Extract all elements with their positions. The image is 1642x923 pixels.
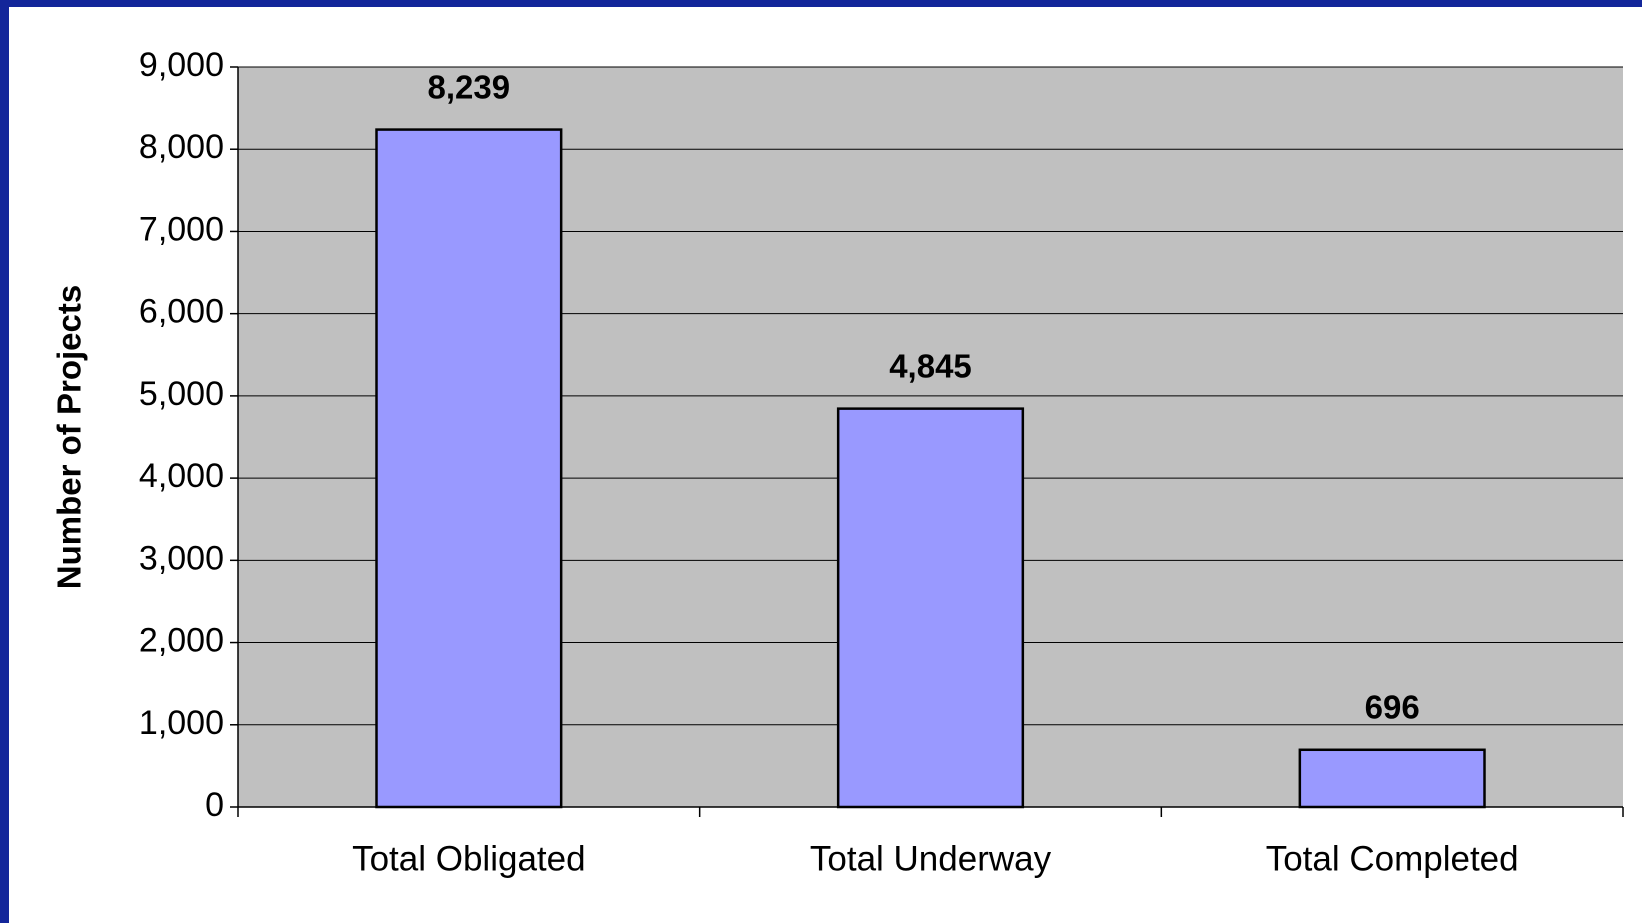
y-tick-label: 1,000 [139, 704, 224, 742]
data-label: 696 [1365, 688, 1420, 725]
y-tick-label: 2,000 [139, 622, 224, 660]
y-tick-label: 9,000 [139, 46, 224, 84]
data-label: 8,239 [428, 68, 511, 105]
y-tick-label: 3,000 [139, 539, 224, 577]
data-label: 4,845 [889, 347, 972, 384]
y-axis-label: Number of Projects [51, 285, 88, 589]
y-tick-label: 4,000 [139, 457, 224, 495]
y-tick-label: 8,000 [139, 128, 224, 166]
bar [836, 407, 1025, 809]
y-tick-label: 5,000 [139, 375, 224, 413]
y-tick-label: 7,000 [139, 210, 224, 248]
x-tick-label: Total Underway [810, 839, 1052, 878]
x-tick-label: Total Completed [1266, 839, 1519, 878]
x-tick-label: Total Obligated [352, 839, 585, 878]
y-tick-label: 0 [205, 786, 224, 824]
y-tick-label: 6,000 [139, 293, 224, 331]
bar [1298, 748, 1486, 809]
bar [375, 128, 563, 809]
